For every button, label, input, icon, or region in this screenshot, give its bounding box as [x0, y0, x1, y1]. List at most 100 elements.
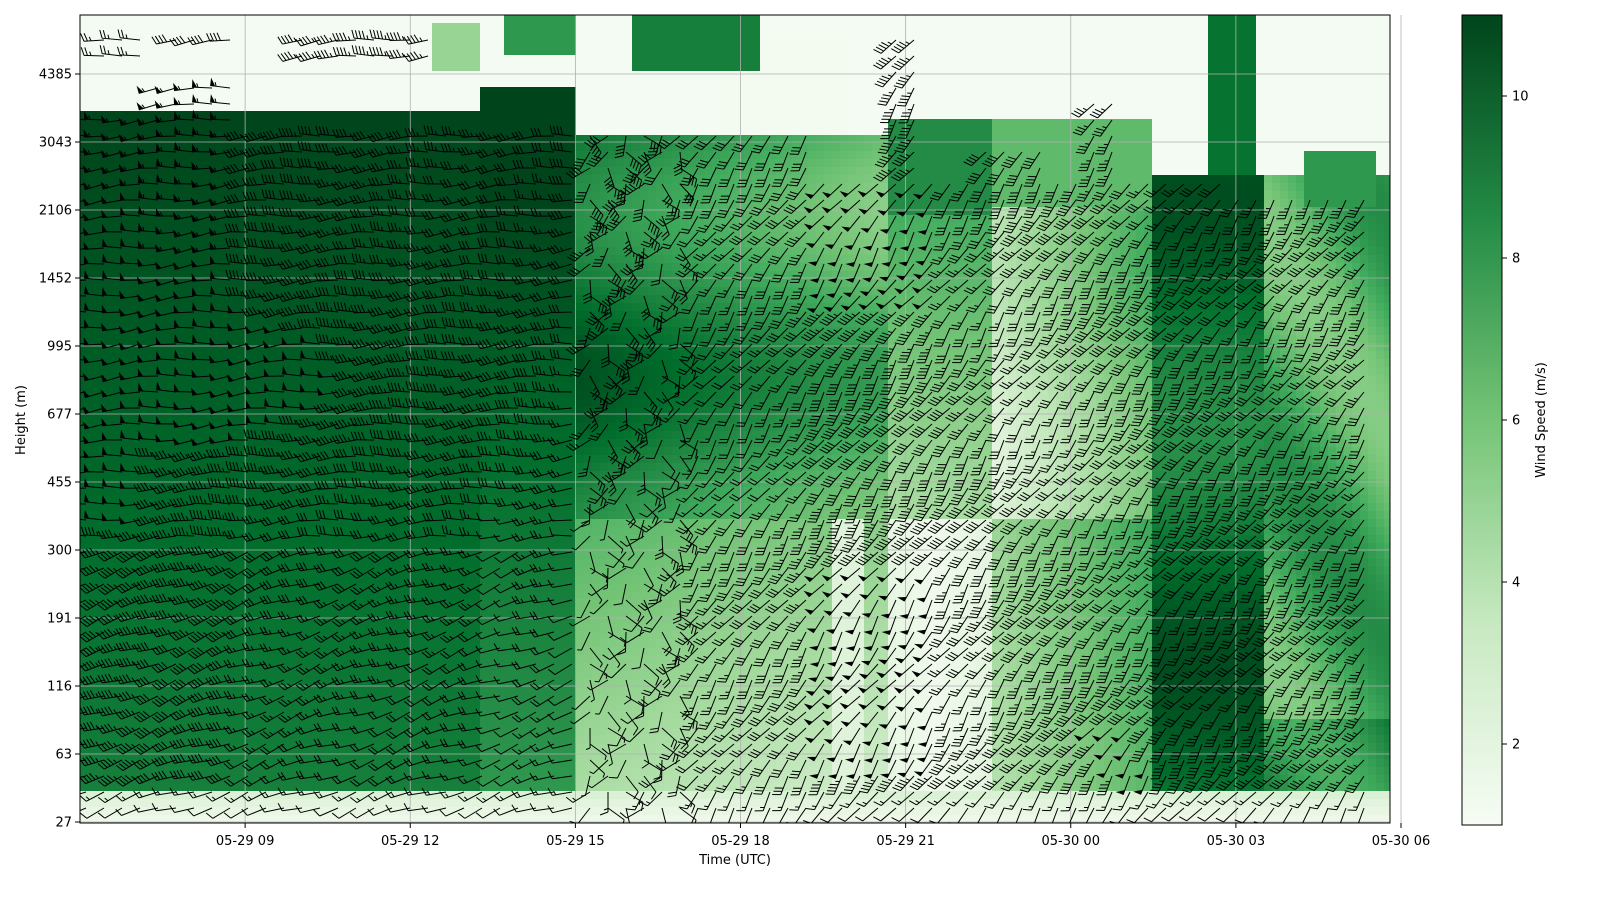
heatmap-cell	[352, 607, 361, 616]
heatmap-cell	[96, 487, 105, 496]
heatmap-cell	[168, 263, 177, 272]
heatmap-cell	[240, 391, 249, 400]
heatmap-cell	[448, 47, 457, 56]
heatmap-cell	[104, 511, 113, 520]
heatmap-cell	[200, 567, 209, 576]
heatmap-cell	[464, 151, 473, 160]
heatmap-cell	[112, 367, 121, 376]
heatmap-cell	[88, 655, 97, 664]
heatmap-cell	[184, 159, 193, 168]
heatmap-cell	[368, 327, 377, 336]
heatmap-cell	[272, 215, 281, 224]
heatmap-cell	[352, 511, 361, 520]
heatmap-cell	[184, 239, 193, 248]
heatmap-cell	[224, 447, 233, 456]
heatmap-cell	[128, 39, 137, 48]
heatmap-cell	[128, 527, 137, 536]
heatmap-cell	[184, 175, 193, 184]
heatmap-cell	[96, 311, 105, 320]
heatmap-cell	[232, 495, 241, 504]
heatmap-cell	[240, 23, 249, 32]
heatmap-cell	[96, 639, 105, 648]
heatmap-cell	[312, 167, 321, 176]
heatmap-cell	[336, 631, 345, 640]
heatmap-cell	[384, 39, 393, 48]
heatmap-cell	[168, 319, 177, 328]
heatmap-cell	[328, 447, 337, 456]
heatmap-cell	[96, 703, 105, 712]
heatmap-cell	[408, 575, 417, 584]
heatmap-cell	[208, 207, 217, 216]
heatmap-cell	[424, 767, 433, 776]
heatmap-cell	[136, 783, 145, 792]
heatmap-cell	[120, 255, 129, 264]
heatmap-cell	[368, 71, 377, 80]
heatmap-cell	[144, 503, 153, 512]
heatmap-cell	[464, 583, 473, 592]
heatmap-cell	[272, 711, 281, 720]
heatmap-cell	[192, 327, 201, 336]
heatmap-cell	[120, 47, 129, 56]
heatmap-cell	[112, 623, 121, 632]
heatmap-cell	[184, 135, 193, 144]
heatmap-cell	[88, 327, 97, 336]
heatmap-cell	[424, 23, 433, 32]
heatmap-cell	[120, 15, 129, 24]
heatmap-cell	[216, 343, 225, 352]
heatmap-cell	[144, 375, 153, 384]
heatmap-cell	[368, 351, 377, 360]
heatmap-cell	[432, 23, 441, 32]
heatmap-cell	[160, 807, 169, 816]
heatmap-cell	[320, 71, 329, 80]
heatmap-cell	[288, 583, 297, 592]
heatmap-cell	[392, 711, 401, 720]
heatmap-cell	[312, 471, 321, 480]
heatmap-cell	[160, 135, 169, 144]
heatmap-cell	[288, 711, 297, 720]
heatmap-cell	[312, 647, 321, 656]
heatmap-cell	[256, 39, 265, 48]
heatmap-cell	[112, 215, 121, 224]
heatmap-cell	[248, 247, 257, 256]
heatmap-cell	[352, 263, 361, 272]
heatmap-cell	[240, 159, 249, 168]
heatmap-cell	[216, 479, 225, 488]
heatmap-cell	[288, 103, 297, 112]
heatmap-cell	[168, 487, 177, 496]
heatmap-cell	[112, 679, 121, 688]
heatmap-cell	[232, 191, 241, 200]
heatmap-cell	[192, 391, 201, 400]
heatmap-cell	[448, 55, 457, 64]
heatmap-cell	[432, 335, 441, 344]
heatmap-cell	[264, 815, 273, 823]
heatmap-cell	[80, 143, 89, 152]
heatmap-cell	[256, 655, 265, 664]
heatmap-cell	[152, 383, 161, 392]
heatmap-cell	[456, 367, 465, 376]
heatmap-cell	[304, 551, 313, 560]
heatmap-cell	[248, 103, 257, 112]
heatmap-cell	[472, 167, 481, 176]
heatmap-cell	[320, 495, 329, 504]
heatmap-cell	[408, 103, 417, 112]
heatmap-cell	[432, 527, 441, 536]
heatmap-cell	[456, 167, 465, 176]
heatmap-cell	[168, 591, 177, 600]
heatmap-cell	[392, 255, 401, 264]
heatmap-cell	[272, 143, 281, 152]
heatmap-cell	[296, 783, 305, 792]
heatmap-cell	[416, 703, 425, 712]
heatmap-cell	[184, 383, 193, 392]
heatmap-cell	[200, 551, 209, 560]
heatmap-cell	[80, 87, 89, 96]
heatmap-cell	[312, 799, 321, 808]
heatmap-cell	[88, 207, 97, 216]
heatmap-cell	[288, 119, 297, 128]
heatmap-cell	[336, 815, 345, 823]
heatmap-cell	[192, 359, 201, 368]
heatmap-cell	[112, 631, 121, 640]
heatmap-cell	[320, 471, 329, 480]
heatmap-cell	[304, 527, 313, 536]
heatmap-cell	[352, 359, 361, 368]
heatmap-cell	[312, 63, 321, 72]
